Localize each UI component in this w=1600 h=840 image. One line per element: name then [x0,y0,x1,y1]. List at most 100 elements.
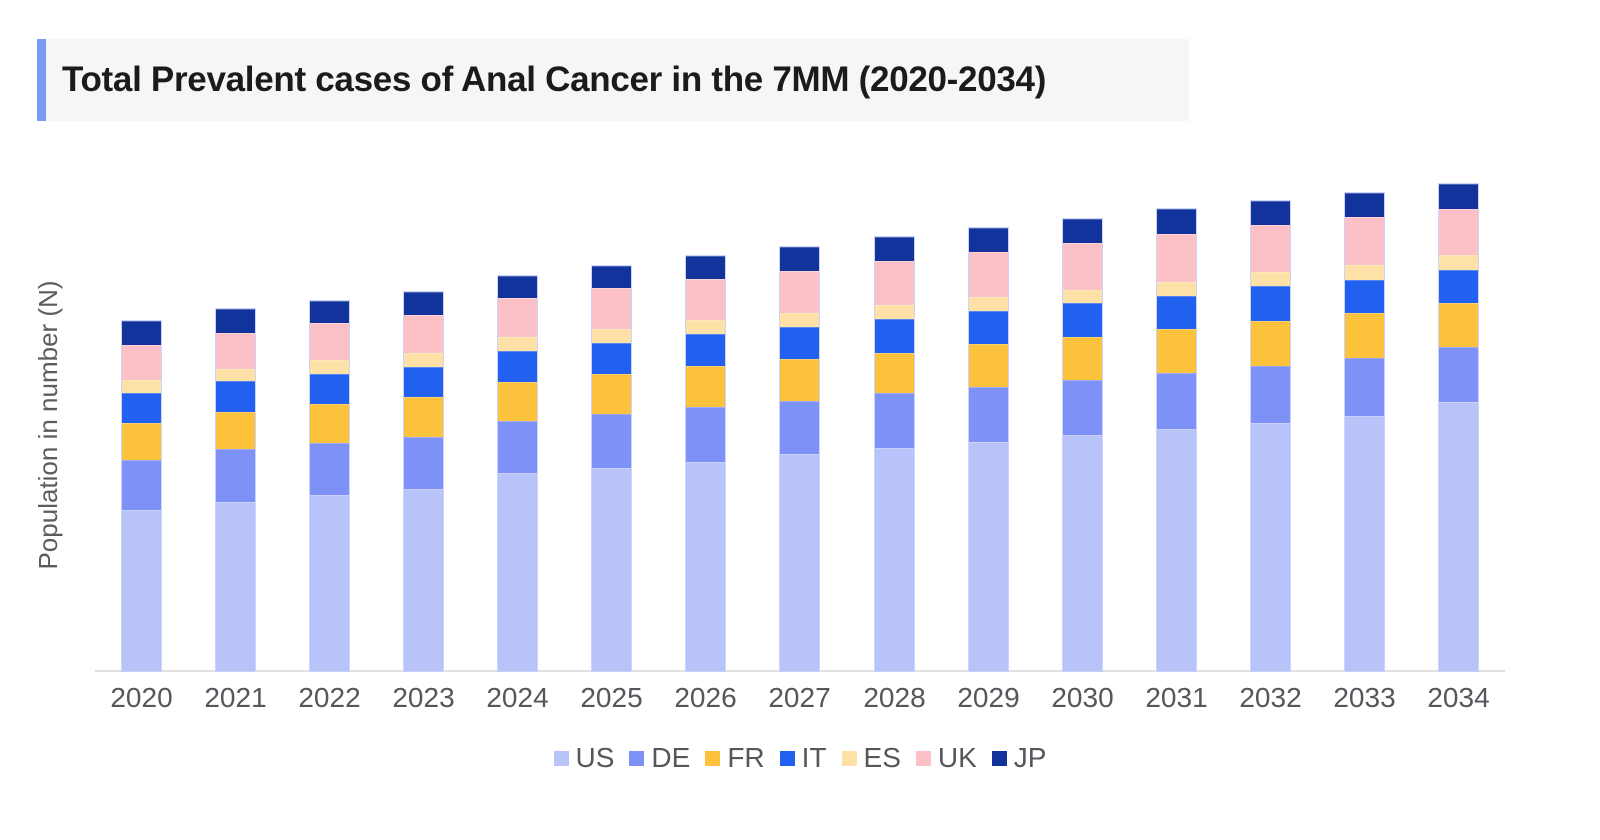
bar-segment-de-2026[interactable] [686,407,725,462]
bar-segment-fr-2020[interactable] [122,423,161,460]
bar-segment-it-2033[interactable] [1345,280,1384,313]
stacked-bar-2032[interactable] [1251,201,1290,671]
bar-segment-fr-2023[interactable] [404,397,443,437]
stacked-bar-2024[interactable] [498,276,537,671]
stacked-bar-2031[interactable] [1157,209,1196,671]
bar-segment-it-2028[interactable] [875,319,914,353]
bar-segment-us-2028[interactable] [875,448,914,671]
stacked-bar-2023[interactable] [404,292,443,671]
bar-segment-us-2034[interactable] [1439,402,1478,671]
bar-segment-uk-2021[interactable] [216,333,255,369]
bar-segment-uk-2032[interactable] [1251,225,1290,272]
bar-segment-jp-2022[interactable] [310,301,349,323]
bar-segment-uk-2033[interactable] [1345,217,1384,265]
bar-segment-fr-2024[interactable] [498,382,537,421]
bar-segment-jp-2034[interactable] [1439,184,1478,209]
bar-segment-jp-2023[interactable] [404,292,443,315]
legend-item-jp[interactable]: JP [991,742,1046,774]
legend-item-uk[interactable]: UK [915,742,977,774]
bar-segment-it-2027[interactable] [780,327,819,359]
bar-segment-fr-2021[interactable] [216,412,255,449]
bar-segment-us-2021[interactable] [216,502,255,671]
bar-segment-de-2028[interactable] [875,393,914,448]
bar-segment-uk-2026[interactable] [686,279,725,320]
stacked-bar-2021[interactable] [216,309,255,671]
legend-item-de[interactable]: DE [629,742,690,774]
bar-segment-es-2030[interactable] [1063,290,1102,303]
bar-segment-es-2032[interactable] [1251,272,1290,286]
legend-item-fr[interactable]: FR [705,742,765,774]
bar-segment-es-2020[interactable] [122,380,161,393]
bar-segment-fr-2025[interactable] [592,374,631,414]
bar-segment-de-2022[interactable] [310,443,349,495]
bar-segment-fr-2034[interactable] [1439,303,1478,347]
stacked-bar-2034[interactable] [1439,184,1478,671]
bar-segment-fr-2029[interactable] [969,344,1008,387]
bar-segment-it-2024[interactable] [498,351,537,382]
bar-segment-jp-2026[interactable] [686,256,725,279]
bar-segment-de-2024[interactable] [498,421,537,473]
bar-segment-it-2023[interactable] [404,367,443,397]
stacked-bar-2022[interactable] [310,301,349,671]
bar-segment-jp-2029[interactable] [969,228,1008,252]
bar-segment-uk-2030[interactable] [1063,243,1102,290]
bar-segment-it-2031[interactable] [1157,296,1196,329]
bar-segment-us-2032[interactable] [1251,423,1290,671]
bar-segment-es-2026[interactable] [686,320,725,334]
stacked-bar-2028[interactable] [875,237,914,671]
bar-segment-jp-2025[interactable] [592,266,631,288]
bar-segment-us-2025[interactable] [592,468,631,671]
bar-segment-de-2032[interactable] [1251,366,1290,423]
bar-segment-es-2027[interactable] [780,313,819,327]
bar-segment-us-2029[interactable] [969,442,1008,671]
bar-segment-de-2029[interactable] [969,387,1008,442]
bar-segment-es-2021[interactable] [216,369,255,381]
bar-segment-de-2031[interactable] [1157,373,1196,429]
bar-segment-uk-2025[interactable] [592,288,631,329]
bar-segment-it-2029[interactable] [969,311,1008,344]
bar-segment-es-2033[interactable] [1345,265,1384,280]
bar-segment-us-2020[interactable] [122,510,161,671]
bar-segment-uk-2027[interactable] [780,271,819,313]
stacked-bar-2025[interactable] [592,266,631,671]
bar-segment-us-2031[interactable] [1157,429,1196,671]
bar-segment-uk-2023[interactable] [404,315,443,353]
bar-segment-uk-2031[interactable] [1157,234,1196,282]
bar-segment-us-2033[interactable] [1345,416,1384,671]
bar-segment-it-2022[interactable] [310,374,349,404]
bar-segment-es-2023[interactable] [404,353,443,367]
bar-segment-de-2033[interactable] [1345,358,1384,416]
bar-segment-uk-2029[interactable] [969,252,1008,297]
bar-segment-us-2024[interactable] [498,473,537,671]
bar-segment-it-2025[interactable] [592,343,631,374]
bar-segment-fr-2032[interactable] [1251,321,1290,366]
stacked-bar-2030[interactable] [1063,219,1102,671]
legend-item-es[interactable]: ES [841,742,901,774]
bar-segment-de-2025[interactable] [592,414,631,468]
bar-segment-es-2025[interactable] [592,329,631,343]
bar-segment-it-2030[interactable] [1063,303,1102,337]
bar-segment-it-2026[interactable] [686,334,725,366]
legend-item-us[interactable]: US [553,742,614,774]
stacked-bar-2020[interactable] [122,321,161,671]
bar-segment-de-2020[interactable] [122,460,161,510]
bar-segment-fr-2027[interactable] [780,359,819,401]
bar-segment-jp-2030[interactable] [1063,219,1102,243]
stacked-bar-2033[interactable] [1345,193,1384,671]
bar-segment-uk-2022[interactable] [310,323,349,360]
bar-segment-it-2034[interactable] [1439,270,1478,303]
bar-segment-jp-2031[interactable] [1157,209,1196,234]
bar-segment-us-2026[interactable] [686,462,725,671]
bar-segment-us-2027[interactable] [780,454,819,671]
bar-segment-us-2022[interactable] [310,495,349,671]
bar-segment-jp-2027[interactable] [780,247,819,271]
bar-segment-us-2030[interactable] [1063,435,1102,671]
bar-segment-uk-2024[interactable] [498,298,537,337]
bar-segment-it-2032[interactable] [1251,286,1290,321]
bar-segment-de-2023[interactable] [404,437,443,489]
bar-segment-de-2034[interactable] [1439,347,1478,402]
bar-segment-de-2030[interactable] [1063,380,1102,435]
bar-segment-es-2031[interactable] [1157,282,1196,296]
bar-segment-de-2027[interactable] [780,401,819,454]
bar-segment-es-2022[interactable] [310,360,349,374]
